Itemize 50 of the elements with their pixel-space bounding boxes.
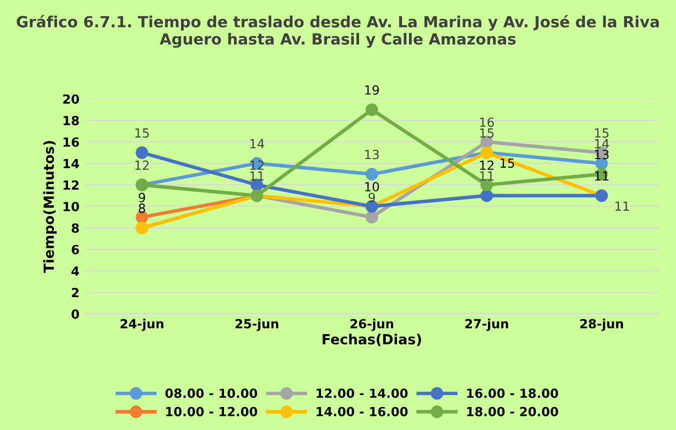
x-tick-label: 24-jun [120,318,164,331]
data-label: 16 [480,118,494,127]
y-tick-label: 2 [72,288,79,298]
y-tick-label: 14 [64,159,80,168]
x-tick-label: 25-jun [236,318,278,331]
y-tick-label: 20 [63,94,80,104]
data-label: 11 [616,202,629,211]
y-tick-label: 4 [72,266,80,276]
y-axis-title: Tiempo(Minutos) [43,141,57,273]
data-label: 10 [365,182,379,192]
y-tick-label: 6 [72,244,79,254]
data-label: 14 [250,139,264,148]
data-label: 19 [365,85,379,95]
data-label: 12 [480,160,494,170]
data-label: 13 [365,150,379,160]
data-label: 15 [595,128,608,138]
data-label: 15 [135,128,149,138]
x-tick-label: 26-jun [350,318,394,331]
x-axis-title: Fechas(Dias) [322,334,421,346]
legend-label: 14.00 - 16.00 [316,406,408,416]
data-label: 9 [138,192,146,202]
x-tick-label: 28-jun [580,318,623,331]
y-tick-label: 18 [64,116,79,126]
y-tick-label: 16 [64,137,79,147]
point [366,168,378,180]
data-label: 14 [595,139,609,148]
y-tick-label: 8 [72,223,79,233]
legend-label: 10.00 - 12.00 [166,406,258,416]
y-tick-label: 0 [72,309,80,319]
legend-label: 08.00 - 10.00 [165,388,258,398]
point [136,146,148,159]
data-label: 11 [595,171,608,181]
legend-label: 12.00 - 14.00 [316,388,408,398]
chart-title: Gráfico 6.7.1. Tiempo de traslado desde Av. La Marina y Av. José de la Riva Aguero hasta Av. Brasil y Calle Amazonas [16,15,659,48]
y-tick-label: 12 [64,180,79,190]
x-tick-label: 27-jun [465,318,508,331]
legend-label: 18.00 - 20.00 [467,406,558,416]
data-label: 15 [480,128,494,138]
data-label: 13 [595,150,609,160]
data-label: 9 [368,192,375,202]
point [366,210,378,224]
data-label: 11 [480,171,494,181]
data-label: 8 [138,204,146,213]
data-label: 11 [250,171,264,181]
point [480,189,493,202]
point [366,103,378,116]
data-label: 12 [135,160,149,170]
data-label: 12 [250,160,264,170]
legend-label: 16.00 - 18.00 [467,388,558,398]
y-tick-label: 10 [64,202,80,212]
